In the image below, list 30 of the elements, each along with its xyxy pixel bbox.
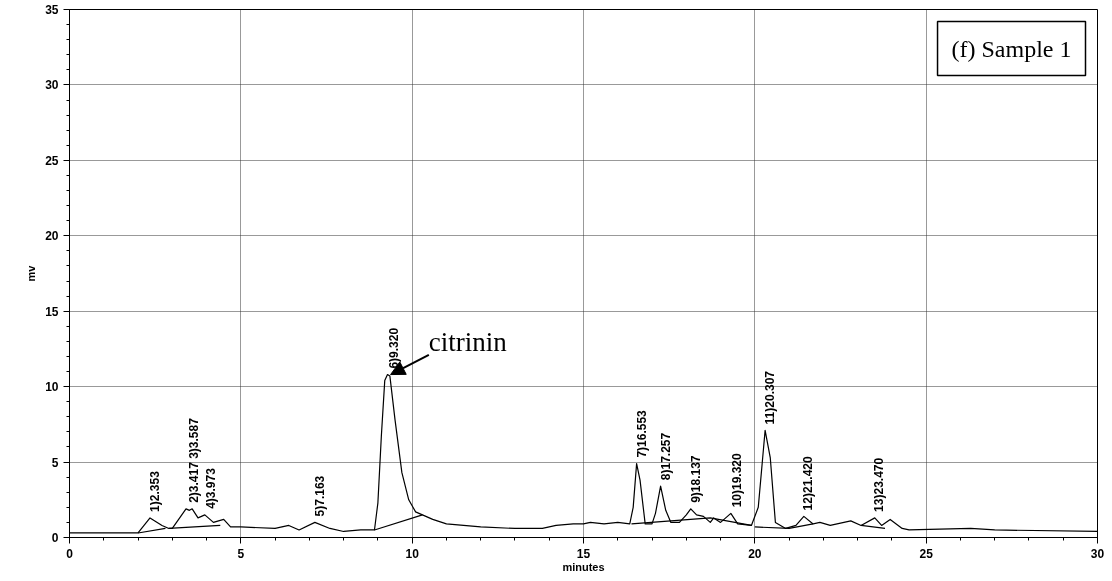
y-tick-label: 15 <box>45 304 59 319</box>
x-tick-label: 25 <box>919 546 934 561</box>
x-tick-label: 0 <box>66 546 74 561</box>
annotation: 9)18.137 <box>688 455 703 503</box>
y-tick-label: 30 <box>45 78 59 93</box>
annotation: 13)23.470 <box>871 457 886 512</box>
x-tick-label: 15 <box>576 546 591 561</box>
y-tick-label: 5 <box>51 455 59 470</box>
annotation: 1)2.353 <box>148 470 163 512</box>
x-axis-title: minutes <box>562 560 605 573</box>
y-tick-label: 20 <box>45 229 59 244</box>
annotation: 11)20.307 <box>763 370 778 425</box>
y-tick-label: 10 <box>45 380 59 395</box>
annotation: 5)7.163 <box>312 475 327 517</box>
y-tick-label: 35 <box>45 3 59 17</box>
y-tick-label: 0 <box>51 531 59 545</box>
y-tick-label: 25 <box>45 153 59 168</box>
annotation: 8)17.257 <box>658 432 673 481</box>
x-tick-label: 30 <box>1090 546 1105 561</box>
y-axis-title: mv <box>25 264 38 282</box>
annotation: citrinin <box>428 326 508 357</box>
annotation: 7)16.553 <box>634 409 649 458</box>
x-tick-label: 5 <box>237 546 245 561</box>
annotation: 12)21.420 <box>801 456 816 511</box>
x-tick-label: 20 <box>748 546 762 561</box>
annotation: 4)3.973 <box>203 467 218 509</box>
annotation: (f) Sample 1 <box>951 35 1072 62</box>
annotation: 2)3.417 3)3.587 <box>187 417 202 503</box>
annotation: 10)19.320 <box>729 452 744 508</box>
x-tick-label: 10 <box>405 546 420 561</box>
